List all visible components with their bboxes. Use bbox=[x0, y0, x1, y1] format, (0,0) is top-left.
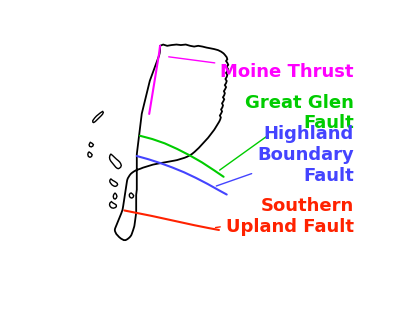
Text: Highland
Boundary
Fault: Highland Boundary Fault bbox=[216, 125, 354, 186]
Text: Southern
Upland Fault: Southern Upland Fault bbox=[216, 197, 354, 236]
Text: Moine Thrust: Moine Thrust bbox=[169, 57, 354, 81]
Text: Great Glen
Fault: Great Glen Fault bbox=[220, 93, 354, 170]
